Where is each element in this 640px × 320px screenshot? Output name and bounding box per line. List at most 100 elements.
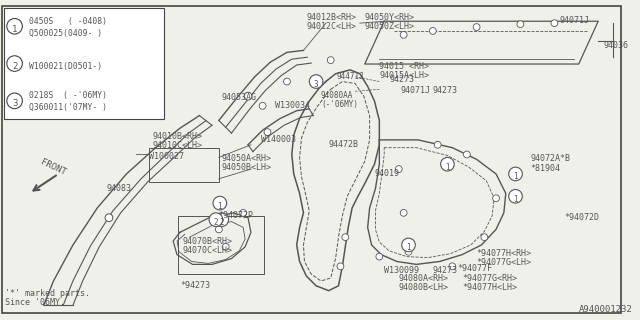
- Text: 94080AA: 94080AA: [321, 91, 353, 100]
- Circle shape: [396, 166, 402, 172]
- Bar: [178, 216, 264, 274]
- Text: W130034: W130034: [275, 101, 310, 110]
- Text: 94083: 94083: [107, 184, 132, 193]
- Circle shape: [259, 102, 266, 109]
- Text: 1: 1: [513, 172, 518, 181]
- Text: 94070B<RH>: 94070B<RH>: [183, 237, 233, 246]
- Text: 94071J: 94071J: [559, 16, 589, 25]
- Text: 1: 1: [406, 244, 411, 252]
- Circle shape: [327, 57, 334, 64]
- Text: Q360011('07MY- ): Q360011('07MY- ): [29, 103, 107, 112]
- Text: W140003: W140003: [260, 135, 296, 144]
- Text: 94471J: 94471J: [337, 72, 364, 81]
- Text: 94010C<LH>: 94010C<LH>: [153, 141, 203, 150]
- Circle shape: [405, 248, 412, 255]
- Text: Q500025(0409- ): Q500025(0409- ): [29, 28, 102, 37]
- Circle shape: [509, 189, 522, 203]
- Text: 94273: 94273: [433, 266, 458, 275]
- Circle shape: [481, 234, 488, 241]
- Circle shape: [517, 21, 524, 28]
- Text: *94273: *94273: [180, 281, 210, 290]
- Circle shape: [216, 226, 222, 233]
- Text: 94015A<LH>: 94015A<LH>: [380, 71, 429, 80]
- Text: 3: 3: [314, 80, 319, 89]
- Text: 94070C<LH>: 94070C<LH>: [183, 246, 233, 255]
- Text: 2: 2: [12, 62, 17, 71]
- Text: 94072A*B: 94072A*B: [530, 155, 570, 164]
- Text: 2: 2: [220, 218, 224, 227]
- Circle shape: [449, 263, 456, 270]
- Text: 94472B: 94472B: [329, 140, 359, 149]
- Text: 94080B<LH>: 94080B<LH>: [399, 283, 449, 292]
- Text: 94036: 94036: [603, 41, 628, 50]
- Circle shape: [551, 20, 558, 27]
- Text: A940001232: A940001232: [579, 305, 632, 314]
- Text: *94077F: *94077F: [457, 264, 492, 273]
- Text: 94015 <RH>: 94015 <RH>: [380, 62, 429, 71]
- Text: 94050A<RH>: 94050A<RH>: [222, 155, 272, 164]
- Text: FRONT: FRONT: [40, 157, 68, 177]
- Text: 94012C<LH>: 94012C<LH>: [307, 22, 356, 31]
- Text: 94050Z<LH>: 94050Z<LH>: [365, 22, 415, 31]
- Circle shape: [213, 196, 227, 210]
- Text: *94077G<LH>: *94077G<LH>: [477, 258, 532, 267]
- Text: 94071J: 94071J: [401, 86, 431, 95]
- Circle shape: [309, 75, 323, 88]
- Text: *81904: *81904: [530, 164, 560, 173]
- Text: 94019: 94019: [374, 169, 399, 178]
- Circle shape: [215, 213, 228, 227]
- Text: Since '06MY.: Since '06MY.: [5, 299, 65, 308]
- Text: 1: 1: [513, 195, 518, 204]
- Circle shape: [209, 213, 223, 227]
- Text: *94072D: *94072D: [564, 213, 599, 222]
- Text: (-'06MY): (-'06MY): [321, 100, 358, 109]
- Circle shape: [429, 28, 436, 34]
- Circle shape: [402, 238, 415, 252]
- Circle shape: [222, 244, 229, 250]
- Text: W100027: W100027: [149, 152, 184, 161]
- Text: *94077G<RH>: *94077G<RH>: [462, 274, 517, 283]
- Circle shape: [240, 210, 246, 216]
- Text: 3: 3: [12, 99, 17, 108]
- Text: 0218S  ( -'06MY): 0218S ( -'06MY): [29, 92, 107, 100]
- Circle shape: [264, 129, 271, 135]
- Circle shape: [400, 210, 407, 216]
- Text: 94010B<RH>: 94010B<RH>: [153, 132, 203, 141]
- Text: 1: 1: [218, 202, 222, 211]
- Text: 2: 2: [214, 218, 218, 227]
- Circle shape: [7, 56, 22, 71]
- Circle shape: [400, 31, 407, 38]
- Circle shape: [7, 93, 22, 108]
- Text: 94050B<LH>: 94050B<LH>: [222, 163, 272, 172]
- Text: *94077H<RH>: *94077H<RH>: [477, 249, 532, 258]
- Text: *94072P: *94072P: [219, 211, 254, 220]
- Text: 94053AG: 94053AG: [222, 93, 257, 102]
- Text: 94012B<RH>: 94012B<RH>: [307, 13, 356, 22]
- Circle shape: [105, 214, 113, 222]
- Circle shape: [473, 24, 480, 30]
- Text: 94050Y<RH>: 94050Y<RH>: [365, 13, 415, 22]
- Circle shape: [337, 263, 344, 270]
- Text: 1: 1: [445, 163, 450, 172]
- Bar: [4, 8, 164, 119]
- Text: *94077H<LH>: *94077H<LH>: [462, 283, 517, 292]
- Text: 0450S   ( -0408): 0450S ( -0408): [29, 17, 107, 26]
- Circle shape: [440, 157, 454, 171]
- Circle shape: [7, 19, 22, 34]
- Circle shape: [493, 195, 499, 202]
- Circle shape: [463, 151, 470, 158]
- Text: W100021(D0501-): W100021(D0501-): [29, 62, 102, 71]
- Bar: [149, 148, 219, 182]
- Text: '*' marked parts.: '*' marked parts.: [5, 289, 90, 298]
- Text: 94273: 94273: [433, 86, 458, 95]
- Circle shape: [509, 167, 522, 181]
- Circle shape: [342, 234, 349, 241]
- Text: W130099: W130099: [384, 266, 419, 275]
- Circle shape: [376, 253, 383, 260]
- Circle shape: [435, 141, 441, 148]
- Circle shape: [244, 92, 252, 100]
- Text: 94080A<RH>: 94080A<RH>: [399, 274, 449, 283]
- Text: 1: 1: [12, 25, 17, 34]
- Text: 94273: 94273: [389, 75, 414, 84]
- Circle shape: [284, 78, 291, 85]
